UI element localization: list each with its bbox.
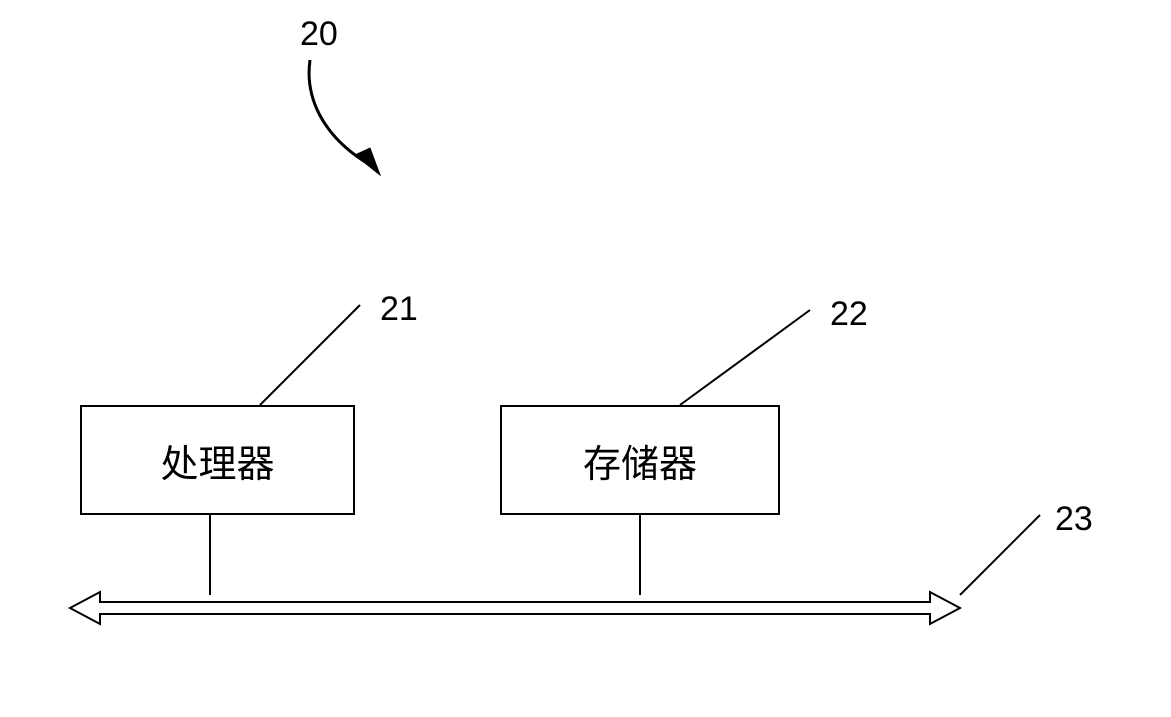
memory-box: 存储器 (500, 405, 780, 515)
leader-memory (680, 310, 810, 405)
bus-arrow (70, 592, 960, 624)
label-bus-number: 23 (1055, 500, 1093, 539)
diagram-lines (0, 0, 1171, 717)
label-memory-number: 22 (830, 295, 868, 334)
system-arrow-shaft (309, 60, 370, 165)
leader-bus (960, 515, 1040, 595)
label-processor-number: 21 (380, 290, 418, 329)
leader-processor (260, 305, 360, 405)
memory-box-label: 存储器 (583, 433, 697, 488)
processor-box-label: 处理器 (160, 433, 274, 488)
label-system-number: 20 (300, 15, 338, 54)
processor-box: 处理器 (80, 405, 355, 515)
system-arrow-head (355, 148, 380, 175)
